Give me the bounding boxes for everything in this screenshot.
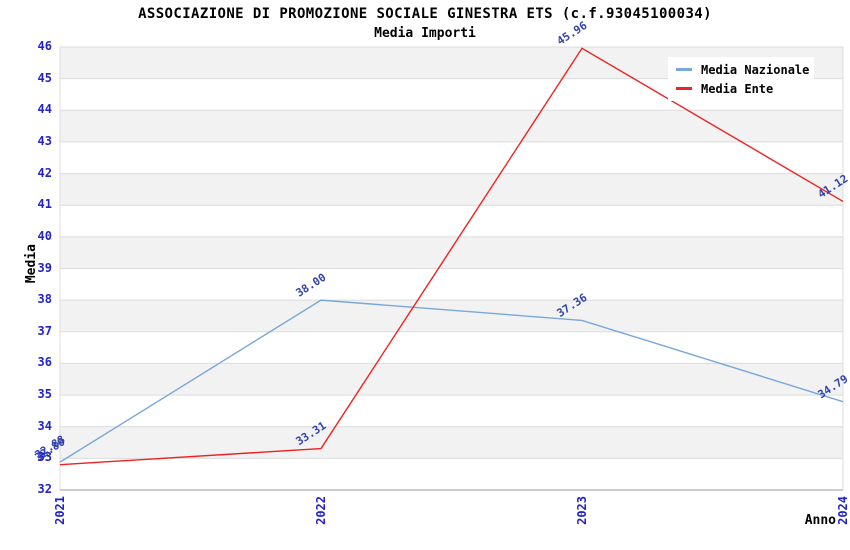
media-nazionale-line-swatch	[676, 68, 692, 71]
legend: Media Nazionale Media Ente	[668, 57, 814, 101]
plot-band	[60, 363, 843, 396]
plot-band	[60, 110, 843, 142]
media-ente-line-swatch	[676, 87, 692, 90]
legend-label-media-nazionale: Media Nazionale	[701, 62, 810, 77]
legend-item-media-ente: Media Ente	[668, 79, 814, 98]
plot-band	[60, 458, 843, 490]
plot-band	[60, 141, 843, 174]
plot-band	[60, 173, 843, 206]
series-line-media-nazionale	[59, 299, 844, 463]
plot-band	[60, 268, 843, 301]
plot-band	[60, 300, 843, 332]
plot-band	[60, 331, 843, 364]
x-axis-title: Anno	[804, 513, 836, 528]
y-axis-title: Media	[24, 244, 39, 284]
series-line-media-ente	[59, 47, 844, 466]
legend-label-media-ente: Media Ente	[701, 81, 774, 96]
chart-title: ASSOCIAZIONE DI PROMOZIONE SOCIALE GINES…	[138, 6, 712, 22]
plot-band	[60, 426, 843, 459]
plot-band	[60, 236, 843, 269]
legend-item-media-nazionale: Media Nazionale	[668, 60, 814, 79]
chart-subtitle: Media Importi	[374, 26, 476, 41]
plot-band	[60, 205, 843, 237]
plot-band	[60, 395, 843, 427]
